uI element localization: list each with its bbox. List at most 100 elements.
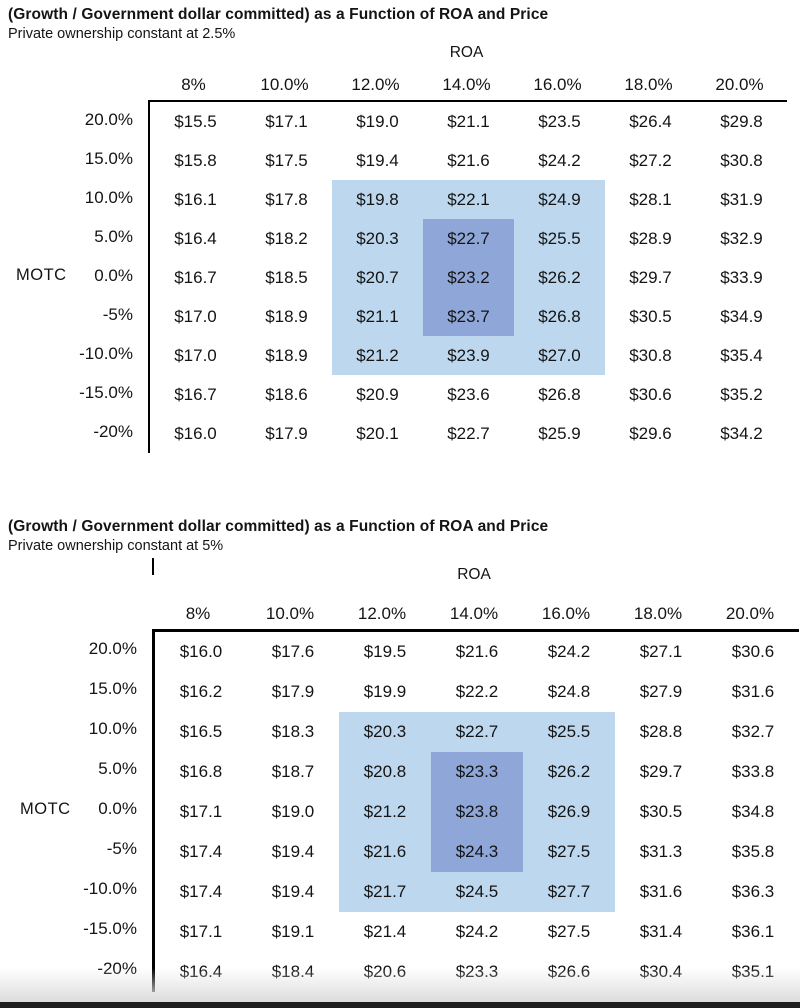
column-header: 16.0% xyxy=(533,75,582,94)
table-cell: $21.2 xyxy=(339,792,431,832)
column-header: 14.0% xyxy=(449,604,499,623)
table-cell: $18.2 xyxy=(265,229,308,248)
column-header: 14.0% xyxy=(442,75,491,94)
table-cell: $15.8 xyxy=(174,151,217,170)
table-cell: $17.1 xyxy=(265,112,308,131)
table-cell: $31.4 xyxy=(639,922,683,941)
table-cell: $17.1 xyxy=(179,802,223,821)
column-header: 10.0% xyxy=(260,75,309,94)
table-cell: $17.0 xyxy=(174,307,217,326)
table-cell: $19.1 xyxy=(271,922,315,941)
table-cell: $30.5 xyxy=(629,307,672,326)
table-cell: $27.7 xyxy=(523,872,615,912)
column-header: 20.0% xyxy=(715,75,764,94)
table-cell: $23.6 xyxy=(447,385,490,404)
table-cell: $27.1 xyxy=(639,642,683,661)
table-cell: $23.9 xyxy=(423,336,514,375)
table-cell: $19.4 xyxy=(271,882,315,901)
column-header: 8% xyxy=(185,604,211,623)
table-cell: $30.6 xyxy=(629,385,672,404)
row-header: 10.0% xyxy=(88,719,137,738)
table-cell: $27.5 xyxy=(547,922,591,941)
table-cell: $24.9 xyxy=(514,180,605,219)
table-cell: $35.8 xyxy=(731,842,775,861)
table-cell: $21.2 xyxy=(332,336,423,375)
stray-border-tick xyxy=(152,558,154,575)
table-cell: $30.8 xyxy=(720,151,763,170)
table-cell: $26.9 xyxy=(523,792,615,832)
row-header: -20% xyxy=(97,959,137,978)
table-cell: $17.8 xyxy=(265,190,308,209)
table-cell: $17.4 xyxy=(179,882,223,901)
table-cell: $24.8 xyxy=(547,682,591,701)
column-header: 16.0% xyxy=(541,604,591,623)
table-cell: $19.5 xyxy=(363,642,407,661)
table-cell: $21.1 xyxy=(332,297,423,336)
table-cell: $23.8 xyxy=(431,792,523,832)
table-cell: $30.8 xyxy=(629,346,672,365)
table-cell: $22.1 xyxy=(423,180,514,219)
table-cell: $21.6 xyxy=(447,151,490,170)
table-cell: $25.5 xyxy=(514,219,605,258)
table-cell: $18.5 xyxy=(265,268,308,287)
table-cell: $26.2 xyxy=(514,258,605,297)
table-cell: $27.2 xyxy=(629,151,672,170)
table-cell: $28.8 xyxy=(639,722,683,741)
table-cell: $21.1 xyxy=(447,112,490,131)
table-cell: $28.1 xyxy=(629,190,672,209)
bottom-border-line xyxy=(0,1002,800,1008)
table-cell: $26.6 xyxy=(547,962,591,981)
motc-axis-label: MOTC xyxy=(20,800,71,818)
table-cell: $26.2 xyxy=(523,752,615,792)
table-cell: $17.1 xyxy=(179,922,223,941)
table-cell: $17.4 xyxy=(179,842,223,861)
table-cell: $29.6 xyxy=(629,424,672,443)
table-cell: $36.3 xyxy=(731,882,775,901)
table-subtitle: Private ownership constant at 5% xyxy=(8,538,224,554)
table-cell: $31.3 xyxy=(639,842,683,861)
row-header: 15.0% xyxy=(88,679,137,698)
row-header: -20% xyxy=(93,422,133,441)
table-cell: $35.2 xyxy=(720,385,763,404)
table-cell: $26.8 xyxy=(538,385,581,404)
table-cell: $34.2 xyxy=(720,424,763,443)
data-grid: $16.0 $17.6 $19.5 $21.6 $24.2 $27.1 $30.6 $16.2… xyxy=(152,629,799,992)
row-header: -5% xyxy=(102,305,133,324)
table-cell: $20.3 xyxy=(339,712,431,752)
table-cell: $22.2 xyxy=(455,682,499,701)
column-header: 18.0% xyxy=(624,75,673,94)
table-subtitle: Private ownership constant at 2.5% xyxy=(8,26,236,42)
table-cell: $16.4 xyxy=(174,229,217,248)
table-cell: $16.7 xyxy=(174,268,217,287)
table-cell: $20.1 xyxy=(356,424,399,443)
row-header: 0.0% xyxy=(94,266,133,285)
table-cell: $23.3 xyxy=(431,752,523,792)
table-cell: $19.0 xyxy=(271,802,315,821)
row-header: -5% xyxy=(106,839,137,858)
table-cell: $16.4 xyxy=(179,962,223,981)
roa-axis-label: ROA xyxy=(457,566,491,583)
row-header: 5.0% xyxy=(98,759,137,778)
table-cell: $34.9 xyxy=(720,307,763,326)
table-title: (Growth / Government dollar committed) a… xyxy=(8,518,549,535)
table-cell: $15.5 xyxy=(174,112,217,131)
table-cell: $28.9 xyxy=(629,229,672,248)
column-header: 12.0% xyxy=(351,75,400,94)
column-header: 8% xyxy=(181,75,206,94)
table-cell: $25.5 xyxy=(523,712,615,752)
row-header: 0.0% xyxy=(98,799,137,818)
table-cell: $18.9 xyxy=(265,307,308,326)
table-body: 20.0% 15.0% 10.0% 5.0% 0.0% -5% -10.0% -15.0% -2… xyxy=(0,100,800,453)
table-cell: $35.4 xyxy=(720,346,763,365)
table-cell: $31.9 xyxy=(720,190,763,209)
table-cell: $16.2 xyxy=(179,682,223,701)
table-cell: $23.7 xyxy=(423,297,514,336)
table-cell: $26.4 xyxy=(629,112,672,131)
column-header: 12.0% xyxy=(357,604,407,623)
table-cell: $19.8 xyxy=(332,180,423,219)
column-header-row: 8% 10.0% 12.0% 14.0% 16.0% 18.0% 20.0% xyxy=(152,601,800,629)
row-header-column: 20.0% 15.0% 10.0% 5.0% 0.0% -5% -10.0% -15.0% -2… xyxy=(0,100,148,453)
table-cell: $17.9 xyxy=(271,682,315,701)
roa-axis-label: ROA xyxy=(449,44,484,61)
table-cell: $16.0 xyxy=(179,642,223,661)
